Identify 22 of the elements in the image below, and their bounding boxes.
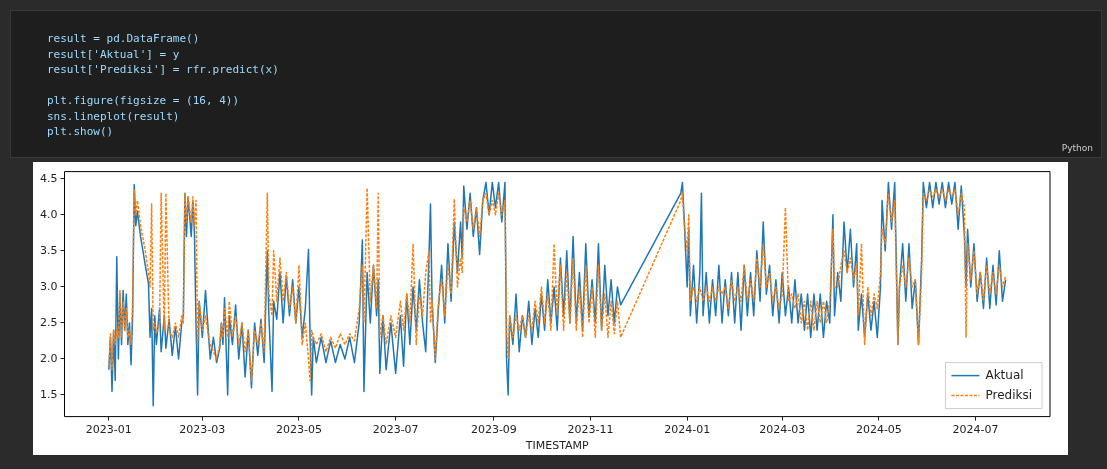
y-tick-label: 3.0 (39, 279, 58, 293)
x-tick-label: 2023-05 (276, 423, 322, 437)
y-tick-label: 1.5 (39, 387, 58, 401)
y-tick-label: 4.5 (39, 171, 58, 185)
x-tick-label: 2023-07 (372, 423, 419, 437)
x-tick-label: 2023-09 (470, 423, 517, 437)
y-tick-label: 3.5 (39, 243, 58, 257)
legend-label: Prediksi (985, 387, 1033, 402)
y-tick-label: 2.0 (39, 351, 58, 365)
y-tick-label: 4.0 (39, 207, 58, 221)
x-tick-label: 2023-01 (85, 423, 132, 437)
text: result = pd.DataFrame() result['Aktual'] = y result['Prediksi'] = rfr.predict(x) plt.figure(figsize = (16, 4)) sns.lineplot(result) plt.show() (47, 32, 279, 138)
text: Python (1061, 143, 1093, 153)
x-tick-label: 2024-07 (952, 423, 999, 437)
x-tick-label: 2023-11 (567, 423, 614, 437)
x-tick-label: 2024-03 (759, 423, 806, 437)
x-tick-label: 2023-03 (179, 423, 226, 437)
x-tick-label: 2024-05 (855, 423, 902, 437)
x-axis-title: TIMESTAMP (524, 439, 590, 453)
y-tick-label: 2.5 (39, 315, 58, 329)
x-tick-label: 2024-01 (664, 423, 711, 437)
legend-label: Aktual (985, 367, 1024, 382)
